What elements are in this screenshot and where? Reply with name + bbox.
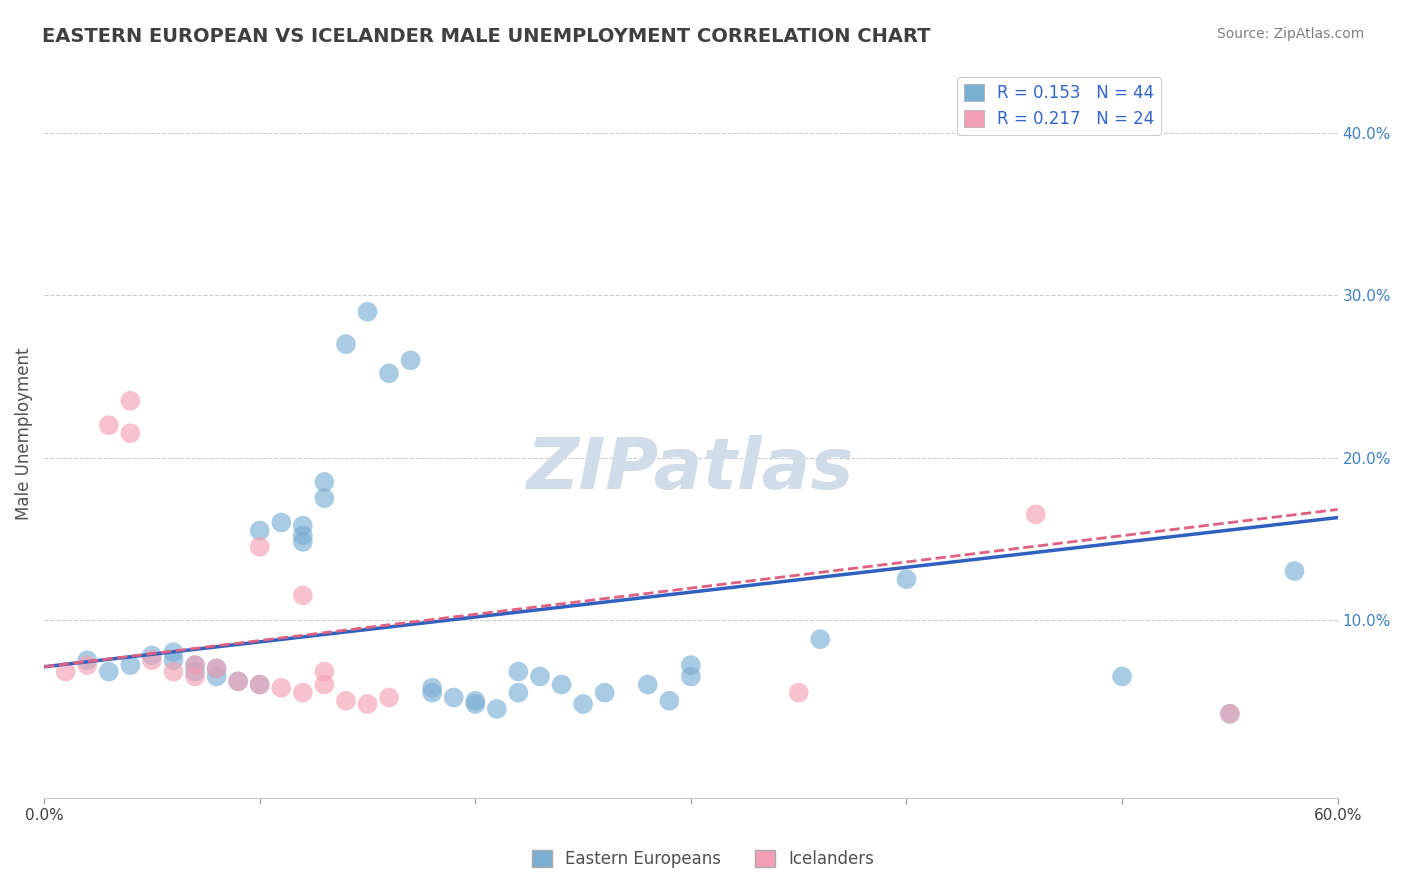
Point [97,418,120,433]
Point [226,674,249,689]
Point [335,694,357,708]
Point [205,661,228,675]
Point [356,697,378,711]
Point [356,304,378,318]
Point [76,658,98,673]
Point [291,518,314,533]
Point [184,658,207,673]
Point [291,686,314,700]
Point [141,648,163,663]
Point [249,677,271,691]
Point [120,393,142,408]
Point [1025,508,1047,522]
Point [679,658,702,673]
Point [97,665,120,679]
Point [249,524,271,538]
Point [184,669,207,683]
Point [529,669,551,683]
Point [808,632,831,647]
Point [291,589,314,603]
Point [162,653,184,667]
Point [120,658,142,673]
Point [270,681,292,695]
Point [658,694,681,708]
Point [291,535,314,549]
Point [637,677,659,691]
Text: ZIPatlas: ZIPatlas [527,435,855,504]
Point [205,669,228,683]
Point [464,697,486,711]
Point [420,681,443,695]
Text: Source: ZipAtlas.com: Source: ZipAtlas.com [1216,27,1364,41]
Point [55,665,77,679]
Point [184,658,207,673]
Point [593,686,616,700]
Point [76,653,98,667]
Point [378,690,401,705]
Text: EASTERN EUROPEAN VS ICELANDER MALE UNEMPLOYMENT CORRELATION CHART: EASTERN EUROPEAN VS ICELANDER MALE UNEMP… [42,27,931,45]
Point [1284,564,1306,578]
Point [226,674,249,689]
Point [399,353,422,368]
Point [508,665,530,679]
Point [1219,706,1241,721]
Point [550,677,572,691]
Point [1219,706,1241,721]
Y-axis label: Male Unemployment: Male Unemployment [15,347,32,519]
Point [314,677,336,691]
Point [443,690,465,705]
Point [508,686,530,700]
Legend: Eastern Europeans, Icelanders: Eastern Europeans, Icelanders [526,843,880,875]
Point [205,661,228,675]
Point [120,426,142,441]
Point [314,491,336,505]
Point [314,475,336,489]
Point [141,653,163,667]
Point [249,677,271,691]
Point [679,669,702,683]
Point [335,337,357,351]
Point [572,697,595,711]
Point [485,702,508,716]
Point [464,694,486,708]
Point [162,665,184,679]
Point [291,528,314,542]
Point [1111,669,1133,683]
Legend: R = 0.153   N = 44, R = 0.217   N = 24: R = 0.153 N = 44, R = 0.217 N = 24 [957,77,1161,135]
Point [270,516,292,530]
Point [249,540,271,554]
Point [896,572,918,586]
Point [184,665,207,679]
Point [378,367,401,381]
Point [787,686,810,700]
Point [420,686,443,700]
Point [162,645,184,659]
Point [314,665,336,679]
